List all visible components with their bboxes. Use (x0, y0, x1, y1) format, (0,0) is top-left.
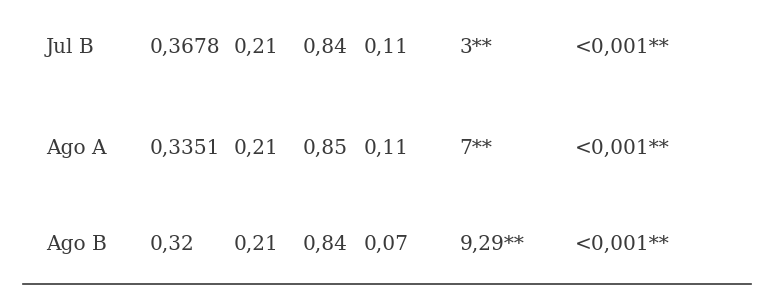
Text: 0,21: 0,21 (234, 38, 279, 57)
Text: <0,001**: <0,001** (574, 139, 669, 157)
Text: <0,001**: <0,001** (574, 38, 669, 57)
Text: 0,84: 0,84 (303, 38, 348, 57)
Text: 0,84: 0,84 (303, 235, 348, 254)
Text: 0,21: 0,21 (234, 139, 279, 157)
Text: 3**: 3** (460, 38, 493, 57)
Text: <0,001**: <0,001** (574, 235, 669, 254)
Text: 7**: 7** (460, 139, 493, 157)
Text: Ago A: Ago A (46, 139, 106, 157)
Text: 0,07: 0,07 (364, 235, 409, 254)
Text: 0,3351: 0,3351 (149, 139, 220, 157)
Text: 0,11: 0,11 (364, 139, 409, 157)
Text: 0,85: 0,85 (303, 139, 348, 157)
Text: 0,11: 0,11 (364, 38, 409, 57)
Text: 0,32: 0,32 (149, 235, 194, 254)
Text: 0,3678: 0,3678 (149, 38, 220, 57)
Text: 9,29**: 9,29** (460, 235, 525, 254)
Text: Ago B: Ago B (46, 235, 106, 254)
Text: Jul B: Jul B (46, 38, 95, 57)
Text: 0,21: 0,21 (234, 235, 279, 254)
